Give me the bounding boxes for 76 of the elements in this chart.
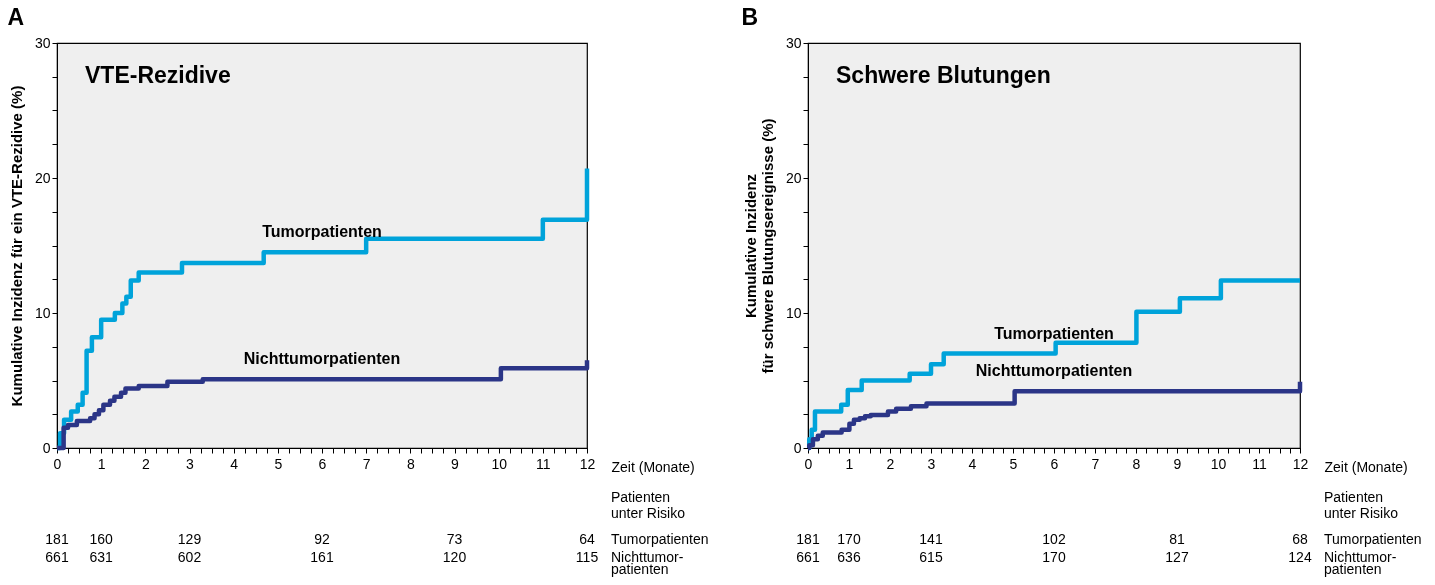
y-tick-label: 30 [785,34,802,51]
y-tick-label: 0 [793,439,802,456]
x-tick-label: 7 [1091,455,1100,472]
text: Tumorpatienten [611,531,709,547]
y-axis-title: Kumulative Inzidenz für schwere Blutungsereignisse (%) [741,118,776,374]
text: 68 [1292,531,1308,547]
chart-title: A [7,4,25,30]
x-tick-label: 10 [1210,455,1227,472]
chart-title: B [741,4,759,30]
series-label: Tumorpatienten [994,324,1114,342]
x-tick-label: 6 [318,455,327,472]
y-tick-label: 20 [34,169,51,186]
x-tick-label: 5 [1009,455,1018,472]
x-tick-label: 4 [230,455,239,472]
x-tick-label: 4 [968,455,977,472]
x-tick-label: 3 [927,455,936,472]
x-tick-label: 2 [141,455,150,472]
text: 92 [314,531,330,547]
y-tick-label: 10 [34,304,51,321]
series-label: Nichttumorpatienten [243,350,401,368]
y-tick-label: 20 [785,169,802,186]
text: Tumorpatienten [1324,531,1422,547]
x-tick-label: 12 [1292,455,1309,472]
text: 161 [310,549,334,565]
x-tick-label: 1 [97,455,106,472]
y-tick-label: 10 [785,304,802,321]
text: Nichttumor- patienten [1324,549,1397,577]
series-label: Nichttumorpatienten [975,362,1133,380]
text: 102 [1042,531,1066,547]
x-tick-label: 8 [406,455,415,472]
text: Patienten unter Risiko [611,489,686,521]
text: 127 [1165,549,1189,565]
text: 661 [45,549,69,565]
y-tick-label: 0 [42,439,51,456]
text: VTE-Rezidive [85,62,231,88]
x-tick-label: 11 [536,455,551,472]
text: 141 [919,531,943,547]
text: 602 [177,549,202,565]
text: 115 [575,549,599,565]
text: 170 [837,531,861,547]
x-tick-label: 8 [1132,455,1141,472]
text: 124 [1288,549,1312,565]
text: Patienten unter Risiko [1324,489,1399,521]
text: 631 [89,549,114,565]
x-tick-label: 12 [579,455,596,472]
text: 636 [837,549,861,565]
text: 661 [796,549,820,565]
x-tick-label: 9 [1173,455,1182,472]
x-tick-label: 11 [1252,455,1267,472]
text: 129 [177,531,202,547]
text: 615 [919,549,943,565]
text: Schwere Blutungen [836,62,1051,88]
x-axis-title: Zeit (Monate) [611,458,695,475]
y-tick-label: 30 [34,34,51,51]
text: 64 [579,531,595,547]
text: 181 [45,531,69,547]
x-axis-title: Zeit (Monate) [1324,458,1408,475]
x-tick-label: 5 [274,455,283,472]
text: 120 [442,549,467,565]
x-tick-label: 0 [53,455,62,472]
text: 170 [1042,549,1066,565]
x-tick-label: 0 [804,455,813,472]
series-label: Tumorpatienten [262,223,382,241]
x-tick-label: 10 [491,455,508,472]
text: Nichttumor- patienten [611,549,684,577]
x-tick-label: 6 [1050,455,1059,472]
x-tick-label: 3 [186,455,195,472]
text: 73 [446,531,463,547]
text: 160 [89,531,114,547]
x-tick-label: 1 [845,455,854,472]
x-tick-label: 9 [451,455,460,472]
x-tick-label: 7 [362,455,371,472]
y-axis-title: Kumulative Inzidenz für ein VTE-Rezidive (%) [7,85,25,407]
x-tick-label: 2 [886,455,895,472]
text: 181 [796,531,820,547]
text: 81 [1169,531,1185,547]
